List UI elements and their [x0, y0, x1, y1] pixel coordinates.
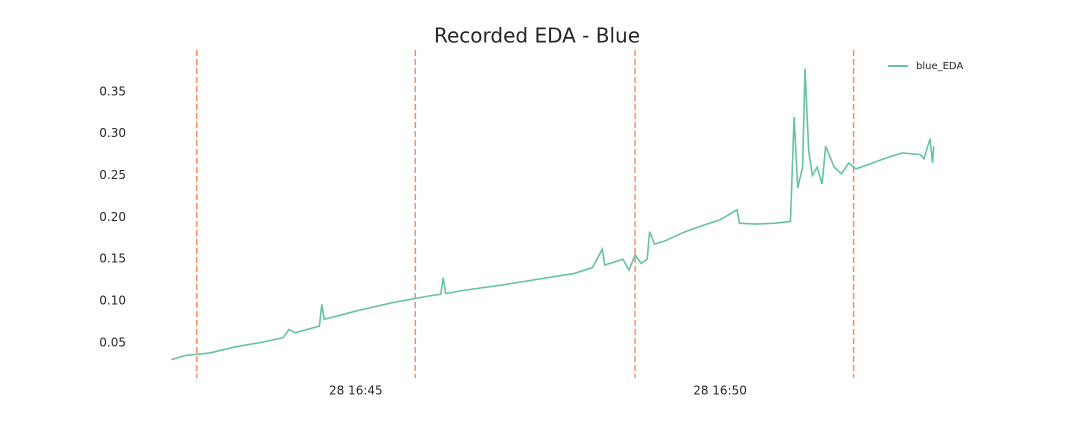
y-tick-label: 0.05: [99, 335, 126, 349]
y-tick-label: 0.15: [99, 252, 126, 266]
chart-title: Recorded EDA - Blue: [434, 24, 640, 48]
x-tick-label: 28 16:50: [693, 384, 747, 398]
y-tick-label: 0.30: [99, 126, 126, 140]
x-tick-label: 28 16:45: [329, 384, 383, 398]
data-line: [171, 68, 935, 361]
y-tick-label: 0.25: [99, 168, 126, 182]
y-tick-label: 0.20: [99, 210, 126, 224]
legend-label: blue_EDA: [916, 61, 963, 72]
y-tick-label: 0.10: [99, 294, 126, 308]
y-tick-label: 0.35: [99, 84, 126, 98]
